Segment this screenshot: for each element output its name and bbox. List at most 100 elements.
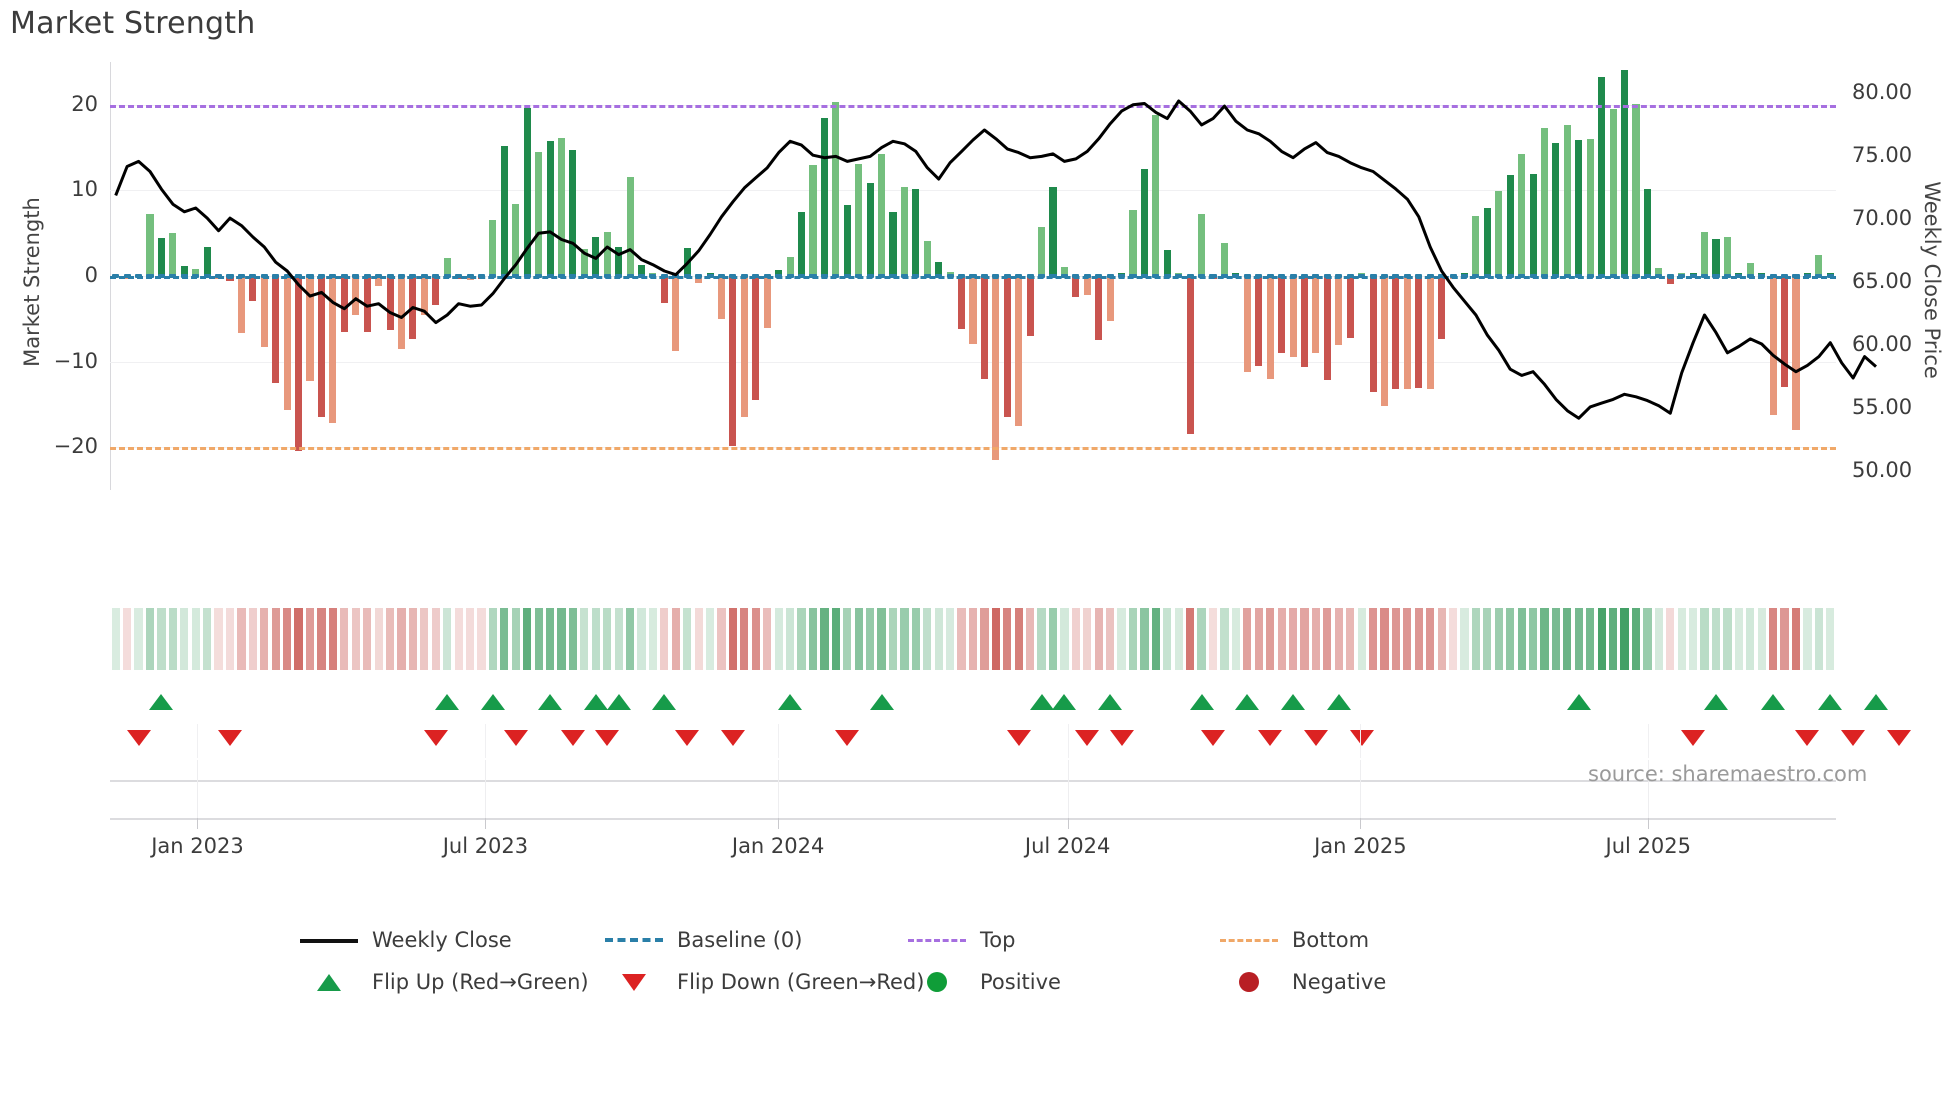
strength-bar (832, 102, 840, 276)
strength-bar (889, 211, 897, 276)
flip-up-marker (583, 694, 608, 710)
heatmap-cell (774, 608, 783, 670)
flip-up-marker (1029, 694, 1054, 710)
heatmap-cell (740, 608, 749, 670)
strength-bar (1792, 276, 1800, 431)
heatmap-cell (1288, 608, 1298, 670)
legend-item-top[interactable]: Top (908, 928, 1015, 952)
marker-row-gridline (485, 724, 487, 758)
legend-item-bottom[interactable]: Bottom (1220, 928, 1369, 952)
heatmap-cell (1174, 608, 1183, 670)
strength-bar (546, 140, 554, 276)
heatmap-cell (900, 608, 909, 670)
strength-bar (695, 276, 703, 283)
flip-down-marker (1201, 730, 1226, 746)
strength-bar (1586, 139, 1594, 276)
heatmap-cell (454, 608, 463, 670)
strength-bar (660, 276, 668, 303)
strength-bar (1369, 276, 1377, 392)
heatmap-cell (1391, 608, 1401, 670)
heatmap-cell (1243, 608, 1252, 670)
flip-up-marker (480, 694, 505, 710)
heatmap-cell (1048, 608, 1058, 670)
strength-bar (1312, 276, 1320, 354)
heatmap-cell (203, 608, 212, 670)
strength-bar (1140, 169, 1148, 276)
heatmap-cell (1426, 608, 1435, 670)
strength-bar (729, 276, 737, 446)
strength-bar (866, 182, 874, 276)
legend-item-flip-down[interactable]: Flip Down (Green→Red) (605, 970, 924, 994)
heatmap-cell (1620, 608, 1629, 670)
flip-down-marker (1886, 730, 1911, 746)
lower-axis-rule-top (110, 780, 1836, 782)
heatmap-cell (1608, 608, 1618, 670)
legend-item-flip-up[interactable]: Flip Up (Red→Green) (300, 970, 589, 994)
legend-item-positive[interactable]: Positive (908, 970, 1061, 994)
heatmap-cell (1757, 608, 1766, 670)
strength-bar (580, 248, 588, 276)
flip-up-marker (1703, 694, 1728, 710)
heatmap-cell (545, 608, 555, 670)
strength-bar (878, 154, 886, 276)
heatmap-cell (328, 608, 337, 670)
strength-bar (432, 276, 440, 306)
strength-bar (900, 186, 908, 276)
legend-item-weekly-close[interactable]: Weekly Close (300, 928, 512, 952)
y-axis-left-tick-label: 10 (71, 177, 98, 202)
flip-up-marker (1052, 694, 1077, 710)
legend-label: Bottom (1292, 928, 1370, 952)
strength-bar (523, 108, 531, 276)
flip-down-marker (218, 730, 243, 746)
heatmap-cell (660, 608, 669, 670)
legend-item-negative[interactable]: Negative (1220, 970, 1386, 994)
heatmap-cell (1220, 608, 1229, 670)
strength-bar (1003, 276, 1011, 418)
strength-bar (1220, 243, 1228, 276)
strength-bar (1163, 250, 1171, 276)
legend-row-2: Flip Up (Red→Green) Flip Down (Green→Red… (300, 970, 1660, 1012)
legend-label: Negative (1292, 970, 1387, 994)
heatmap-cell (420, 608, 429, 670)
strength-bar (500, 145, 508, 276)
marker-row-gridline (1360, 724, 1362, 758)
heatmap-cell (694, 608, 703, 670)
heatmap-cell (946, 608, 955, 670)
heatmap-cell (465, 608, 475, 670)
weekly-close-path (116, 101, 1876, 418)
x-axis-tick-mark (778, 818, 780, 829)
heatmap-cell (1460, 608, 1469, 670)
strength-bar (1426, 276, 1434, 389)
strength-bar (1540, 127, 1549, 276)
strength-bar (272, 276, 280, 383)
heatmap-cell (614, 608, 623, 670)
flip-up-marker (1864, 694, 1888, 710)
dashed-blue-swatch-icon (605, 930, 663, 950)
y-axis-left-tick-label: −20 (53, 434, 98, 459)
heatmap-cell (1597, 608, 1606, 670)
strength-bar (1243, 276, 1251, 372)
flip-up-marker (1761, 694, 1786, 710)
heatmap-cell (705, 608, 715, 670)
legend-item-baseline[interactable]: Baseline (0) (605, 928, 802, 952)
green-dot-icon (908, 972, 966, 992)
strength-bar (752, 276, 760, 401)
strength-bar (958, 276, 966, 330)
heatmap-cell (1300, 608, 1309, 670)
heatmap-cell (1723, 608, 1732, 670)
heatmap-cell (191, 608, 200, 670)
heatmap-cell (488, 608, 498, 670)
strength-bar (969, 276, 977, 345)
y-axis-right-tick-label: 50.00 (1852, 458, 1913, 483)
legend-label: Baseline (0) (677, 928, 803, 952)
strength-bar (1026, 276, 1034, 336)
flip-down-marker-row (110, 724, 1911, 758)
heatmap-cell (1186, 608, 1195, 670)
heatmap-cell (1323, 608, 1332, 670)
heatmap-cell (1551, 608, 1561, 670)
x-axis-tick-label: Jul 2025 (1605, 834, 1692, 858)
strength-bar (1106, 276, 1114, 321)
strength-bar (820, 117, 828, 276)
strength-heatmap-strip (110, 608, 1836, 670)
strength-bar (1186, 276, 1194, 435)
